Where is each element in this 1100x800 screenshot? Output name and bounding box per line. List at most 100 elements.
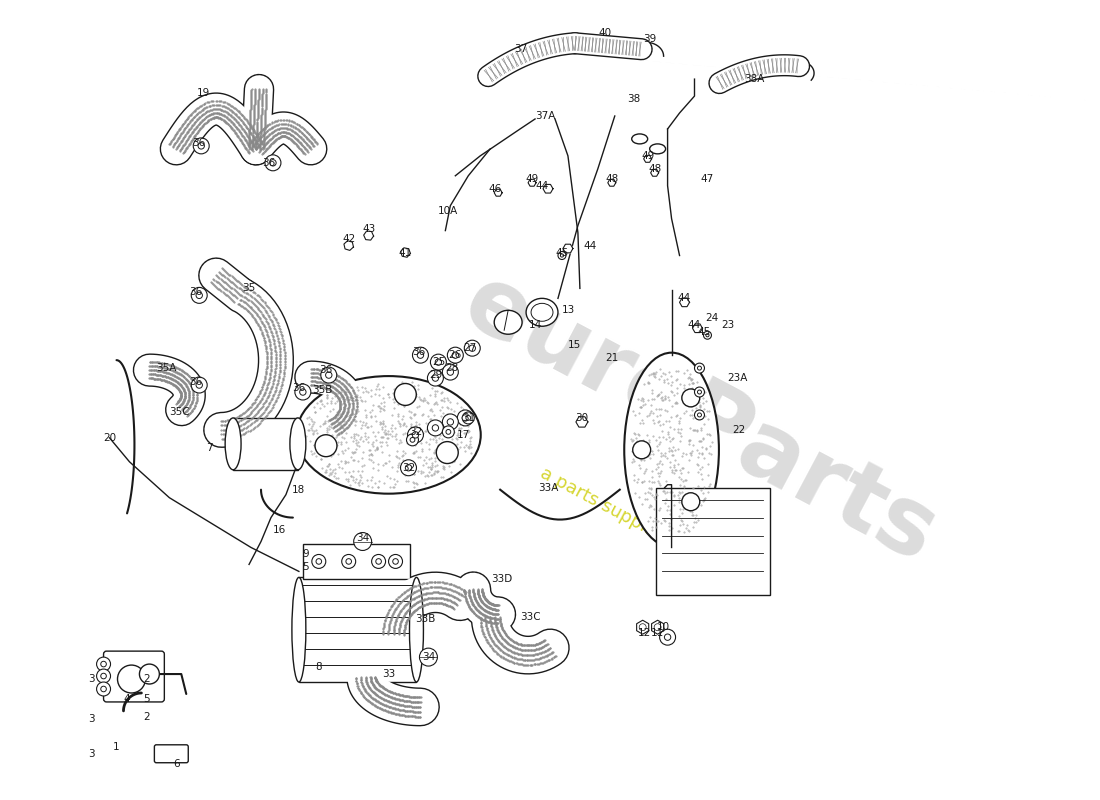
Polygon shape (364, 231, 374, 240)
Ellipse shape (531, 303, 553, 322)
Text: 46: 46 (488, 184, 502, 194)
Text: 36: 36 (189, 377, 202, 387)
Polygon shape (644, 155, 651, 162)
Text: 20: 20 (103, 433, 117, 443)
Circle shape (412, 347, 428, 363)
Bar (656, 488, 770, 595)
Circle shape (448, 369, 453, 375)
Circle shape (452, 352, 459, 358)
Circle shape (191, 377, 207, 393)
Text: 14: 14 (528, 320, 541, 330)
Text: 38: 38 (627, 94, 640, 104)
Text: 6: 6 (173, 758, 179, 769)
Polygon shape (563, 244, 573, 253)
Circle shape (469, 345, 475, 351)
Text: 33B: 33B (415, 614, 436, 624)
Circle shape (466, 415, 471, 420)
Polygon shape (651, 620, 663, 634)
Bar (302, 545, 410, 579)
Text: 36: 36 (319, 365, 332, 375)
Circle shape (342, 554, 355, 569)
Circle shape (682, 493, 700, 510)
Circle shape (191, 287, 207, 303)
Circle shape (697, 366, 702, 370)
Circle shape (140, 664, 159, 684)
Circle shape (410, 438, 415, 442)
Polygon shape (637, 620, 649, 634)
Circle shape (706, 334, 710, 337)
Circle shape (400, 460, 417, 476)
Circle shape (704, 331, 712, 339)
Circle shape (295, 384, 311, 400)
Circle shape (639, 624, 646, 630)
Text: 36: 36 (189, 287, 202, 298)
Text: 27: 27 (464, 343, 477, 353)
Text: 35B: 35B (312, 385, 333, 395)
Text: 32: 32 (409, 427, 422, 437)
Ellipse shape (409, 578, 424, 682)
Text: 16: 16 (273, 525, 286, 534)
Circle shape (697, 390, 702, 394)
Circle shape (194, 138, 209, 154)
Text: 2: 2 (143, 674, 150, 684)
Text: 41: 41 (399, 247, 412, 258)
Circle shape (448, 418, 453, 425)
Text: 18: 18 (293, 485, 306, 494)
Text: 44: 44 (688, 320, 701, 330)
Circle shape (326, 372, 332, 378)
Text: 3: 3 (88, 714, 95, 724)
Text: 25: 25 (432, 357, 446, 367)
Circle shape (436, 359, 441, 366)
Circle shape (393, 558, 398, 564)
Circle shape (101, 674, 107, 679)
Circle shape (654, 624, 661, 630)
Text: 23: 23 (720, 320, 734, 330)
Text: 3: 3 (88, 749, 95, 758)
Polygon shape (680, 298, 690, 306)
Circle shape (632, 441, 650, 458)
Ellipse shape (226, 418, 241, 470)
Text: 49: 49 (526, 174, 539, 184)
Text: 34: 34 (356, 533, 370, 542)
Circle shape (299, 389, 306, 395)
Text: 36: 36 (411, 347, 425, 357)
Text: 8: 8 (316, 662, 322, 672)
Text: 24: 24 (705, 314, 718, 323)
Text: 2: 2 (143, 712, 150, 722)
Text: 26: 26 (449, 350, 462, 360)
Circle shape (265, 155, 280, 170)
Ellipse shape (290, 418, 306, 470)
Circle shape (196, 382, 202, 388)
Ellipse shape (526, 298, 558, 326)
Polygon shape (528, 179, 536, 186)
Polygon shape (693, 324, 703, 333)
Text: 37: 37 (515, 44, 528, 54)
Text: 3: 3 (88, 674, 95, 684)
Text: 35A: 35A (156, 363, 176, 373)
Circle shape (388, 554, 403, 569)
Circle shape (412, 432, 419, 438)
Text: 34: 34 (421, 652, 434, 662)
Circle shape (660, 630, 675, 645)
Text: 45: 45 (556, 247, 569, 258)
Text: 43: 43 (362, 223, 375, 234)
Circle shape (458, 410, 473, 426)
Text: 33C: 33C (520, 612, 540, 622)
Circle shape (198, 142, 205, 149)
Text: 35: 35 (242, 283, 255, 294)
Circle shape (694, 387, 704, 397)
Text: 10: 10 (657, 622, 670, 632)
Circle shape (419, 648, 438, 666)
Ellipse shape (631, 134, 648, 144)
Circle shape (462, 412, 474, 424)
Ellipse shape (296, 376, 481, 494)
Text: 5: 5 (143, 694, 150, 704)
Circle shape (682, 389, 700, 407)
Text: 48: 48 (648, 164, 661, 174)
Circle shape (560, 254, 563, 257)
Polygon shape (650, 170, 659, 176)
Text: 17: 17 (456, 430, 470, 440)
Text: 44: 44 (536, 181, 549, 190)
Text: 33A: 33A (538, 482, 558, 493)
Text: 5: 5 (302, 562, 309, 573)
